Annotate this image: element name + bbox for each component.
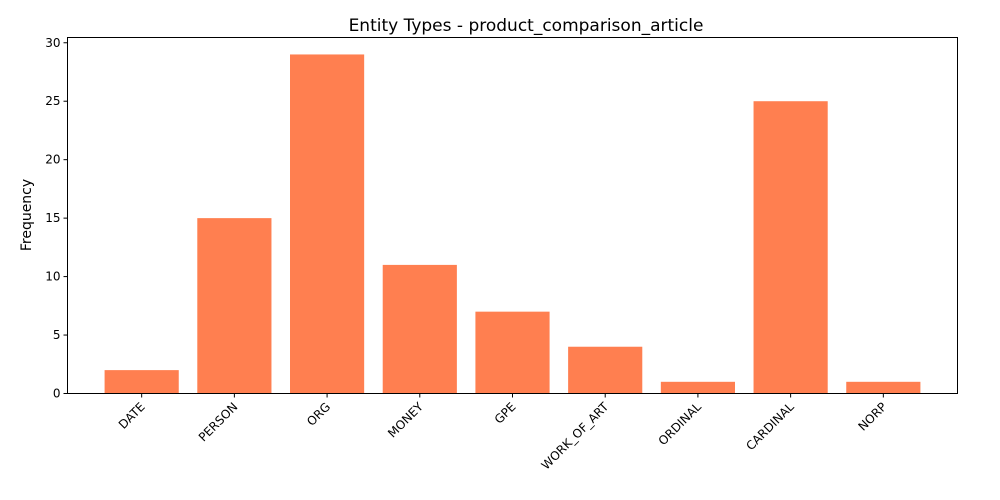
y-tick-label: 5 — [53, 328, 61, 342]
y-tick-label: 30 — [45, 36, 60, 50]
plot-frame — [67, 37, 958, 394]
y-tick-label: 20 — [45, 153, 60, 167]
y-tick-label: 10 — [45, 270, 60, 284]
bar-cardinal — [753, 101, 828, 394]
bar-money — [382, 264, 457, 394]
bar-ordinal — [660, 381, 735, 394]
bar-date — [104, 370, 179, 394]
bar-work-of-art — [568, 346, 643, 394]
y-axis-title: Frequency — [19, 179, 35, 251]
y-tick-label: 0 — [53, 387, 61, 401]
chart-title: Entity Types - product_comparison_articl… — [349, 16, 704, 36]
y-tick-label: 15 — [45, 211, 60, 225]
bars-group — [104, 54, 921, 394]
y-tick-label: 25 — [45, 94, 60, 108]
bar-person — [197, 218, 272, 394]
bar-norp — [846, 381, 921, 394]
bar-gpe — [475, 311, 550, 394]
y-axis-ticks: 0 5 10 15 20 25 30 — [45, 36, 68, 401]
bar-org — [290, 54, 365, 394]
